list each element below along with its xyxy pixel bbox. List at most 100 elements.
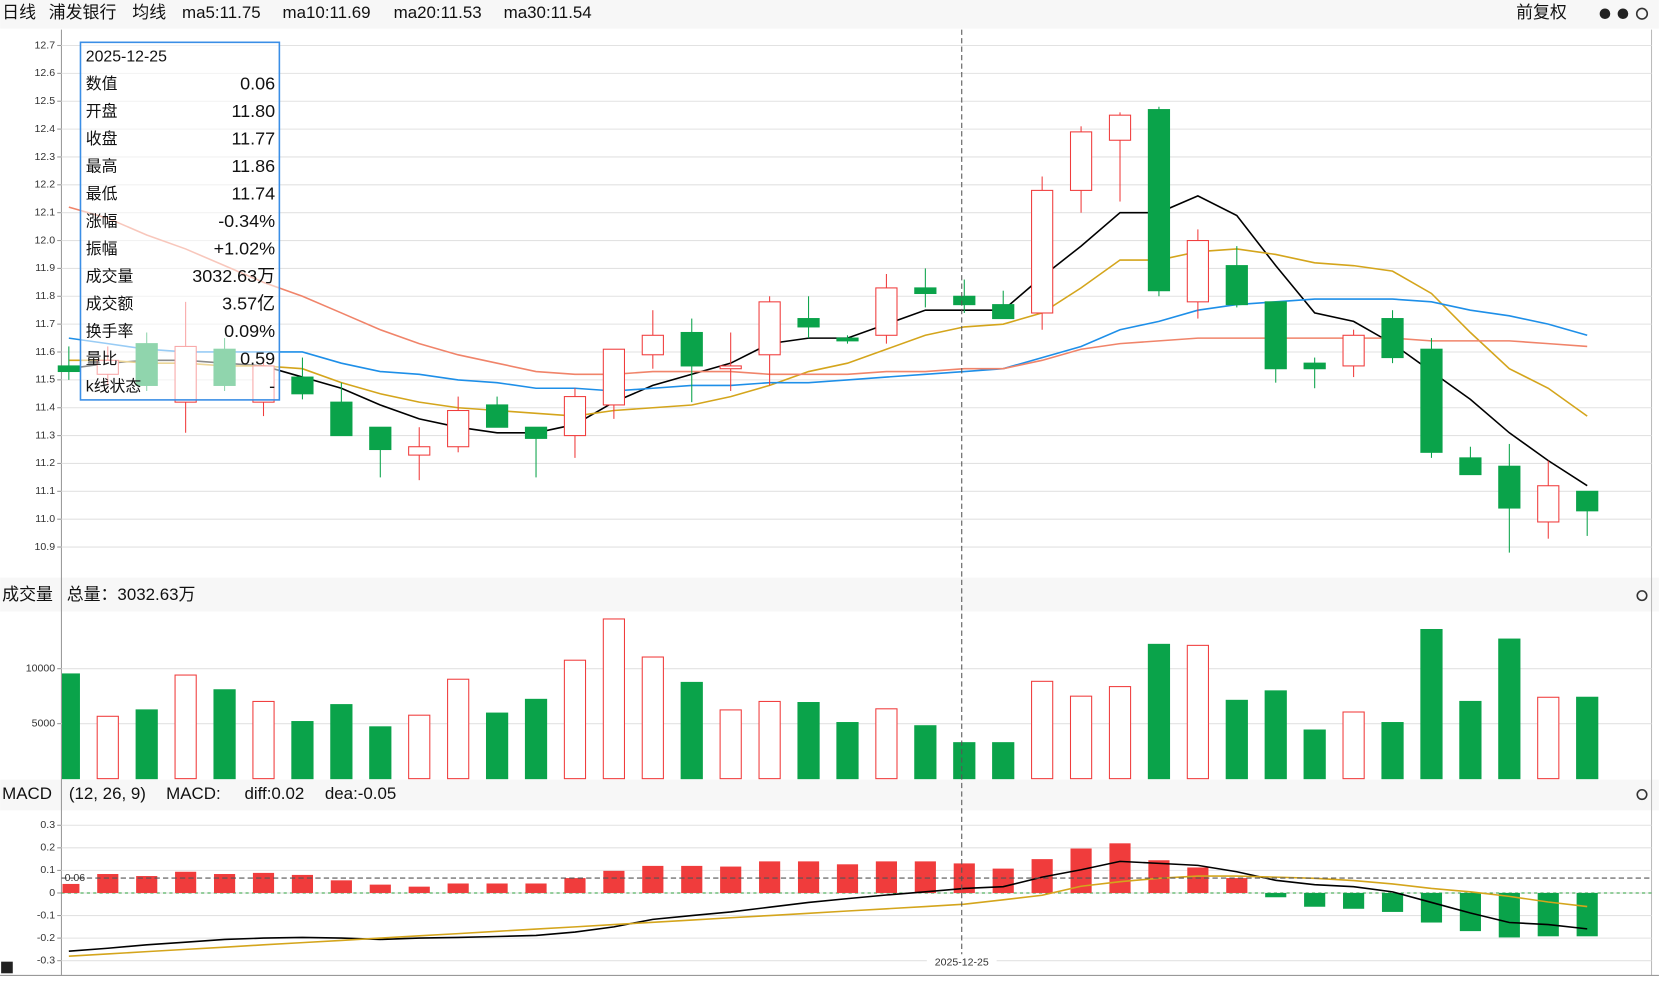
tooltip-value: 11.74: [231, 183, 275, 203]
y-tick-label: 11.3: [35, 429, 55, 441]
volume-bar: [1264, 690, 1287, 780]
volume-bar: [447, 678, 470, 780]
candle-body: [836, 337, 859, 342]
macd-bar: [759, 861, 781, 893]
candle-body: [1420, 348, 1443, 453]
tooltip-key: 最高: [86, 157, 118, 175]
adjust[interactable]: 前复权: [1516, 3, 1567, 22]
candle-body: [447, 409, 470, 448]
tooltip-value: 0.06: [240, 73, 275, 93]
macd-bar: [1498, 892, 1520, 938]
y-tick-label: -0.2: [37, 932, 55, 944]
volume-bar: [330, 704, 353, 780]
legend-entry: ma20:11.53: [394, 3, 482, 22]
macd-bar: [136, 876, 158, 893]
candle-body: [291, 376, 314, 395]
macd-bar: [992, 868, 1014, 893]
macd-bar: [1420, 892, 1443, 923]
zoom-out-icon[interactable]: [1617, 8, 1629, 20]
macd-bar: [1109, 843, 1131, 893]
y-tick-label: 12.3: [35, 151, 56, 163]
tooltip-value: 0.09%: [224, 321, 275, 341]
volume-bar: [369, 726, 392, 780]
legend-entry: MACD:: [166, 784, 220, 803]
tooltip-value: -0.34%: [218, 211, 275, 231]
macd-bar: [291, 874, 314, 893]
macd-bar: [1576, 892, 1598, 937]
a-icon: [1, 961, 13, 974]
volume-bar: [291, 721, 314, 780]
volume-bar: [875, 708, 898, 780]
candle-body: [680, 331, 703, 367]
y-tick-label: 11.5: [35, 374, 55, 386]
zoom-in-icon[interactable]: [1599, 8, 1611, 20]
candle-body: [758, 301, 781, 356]
tooltip-value: 3032.63万: [192, 266, 275, 286]
tooltip-key: 振幅: [86, 240, 118, 258]
y-tick-label: 11.8: [35, 290, 55, 302]
volume-bar: [1498, 638, 1521, 780]
macd-bar: [97, 874, 119, 893]
macd-settings-icon[interactable]: [1636, 788, 1648, 801]
candle-body: [719, 365, 742, 370]
candle-body: [1225, 265, 1248, 306]
candle-body: [992, 304, 1015, 320]
volume-bar: [1069, 695, 1093, 780]
macd-bar: [1226, 878, 1248, 893]
macd-bar: [681, 865, 703, 893]
macd-bar: [1537, 892, 1559, 937]
tooltip-key: k线状态: [86, 377, 142, 395]
tooltip-value: -: [269, 376, 275, 396]
tooltip-value: 3.57亿: [222, 293, 275, 313]
macd-bar: [369, 884, 391, 893]
macd-bar: [213, 874, 236, 893]
y-tick-label: 11.4: [35, 402, 55, 414]
volume-bar: [524, 698, 548, 780]
y-tick-label: 12.2: [35, 179, 56, 191]
line: [68, 248, 1588, 417]
volume-bar: [953, 742, 976, 780]
crosshair-label: 0.06: [65, 872, 86, 884]
candle-body: [1031, 189, 1054, 314]
candle-body: [330, 401, 353, 437]
volume-bar: [1031, 680, 1054, 780]
macd-bar: [836, 864, 859, 893]
tooltip: 2025-12-25 数值 0.06 开盘 11.80 收盘 11.77 最高 11.86 最低…: [79, 41, 281, 401]
legend-entry: dea:-0.05: [325, 784, 396, 803]
volume-bar: [1303, 729, 1326, 780]
macd-bar: [1031, 859, 1053, 893]
volume-bar: [680, 681, 703, 780]
macd-bar: [875, 861, 897, 893]
macd-bar: [953, 863, 975, 893]
macd-header-band: [0, 779, 1659, 811]
legend-entry: ma10:11.69: [283, 3, 371, 22]
candle-body: [641, 334, 664, 356]
volume-bar: [135, 709, 158, 780]
volume-bar: [1225, 699, 1248, 780]
volume-bar: [1420, 628, 1443, 780]
volume-bar: [213, 689, 236, 780]
volume-bar: [174, 674, 197, 780]
volume-settings-icon[interactable]: [1636, 590, 1648, 602]
candle-body: [563, 396, 587, 437]
tooltip-box: [79, 41, 281, 401]
panel-subtitle: 总量：3032.63万: [67, 585, 196, 604]
period: 日线: [2, 3, 36, 22]
volume-header-band: [0, 577, 1659, 612]
tooltip-value: 0.59: [240, 348, 275, 368]
tooltip-value: 11.77: [231, 128, 275, 148]
candle-body: [1576, 490, 1599, 512]
macd-bar: [914, 861, 936, 893]
macd-bar: [1381, 892, 1404, 912]
volume-bar: [992, 742, 1015, 780]
y-tick-label: 11.2: [35, 457, 55, 469]
tooltip-key: 收盘: [86, 129, 118, 148]
settings-icon[interactable]: [1635, 7, 1649, 20]
volume-bar: [1147, 643, 1171, 780]
macd-bar: [175, 871, 197, 893]
line: [68, 195, 1588, 487]
volume-bar: [758, 700, 781, 780]
line: [68, 298, 1588, 392]
